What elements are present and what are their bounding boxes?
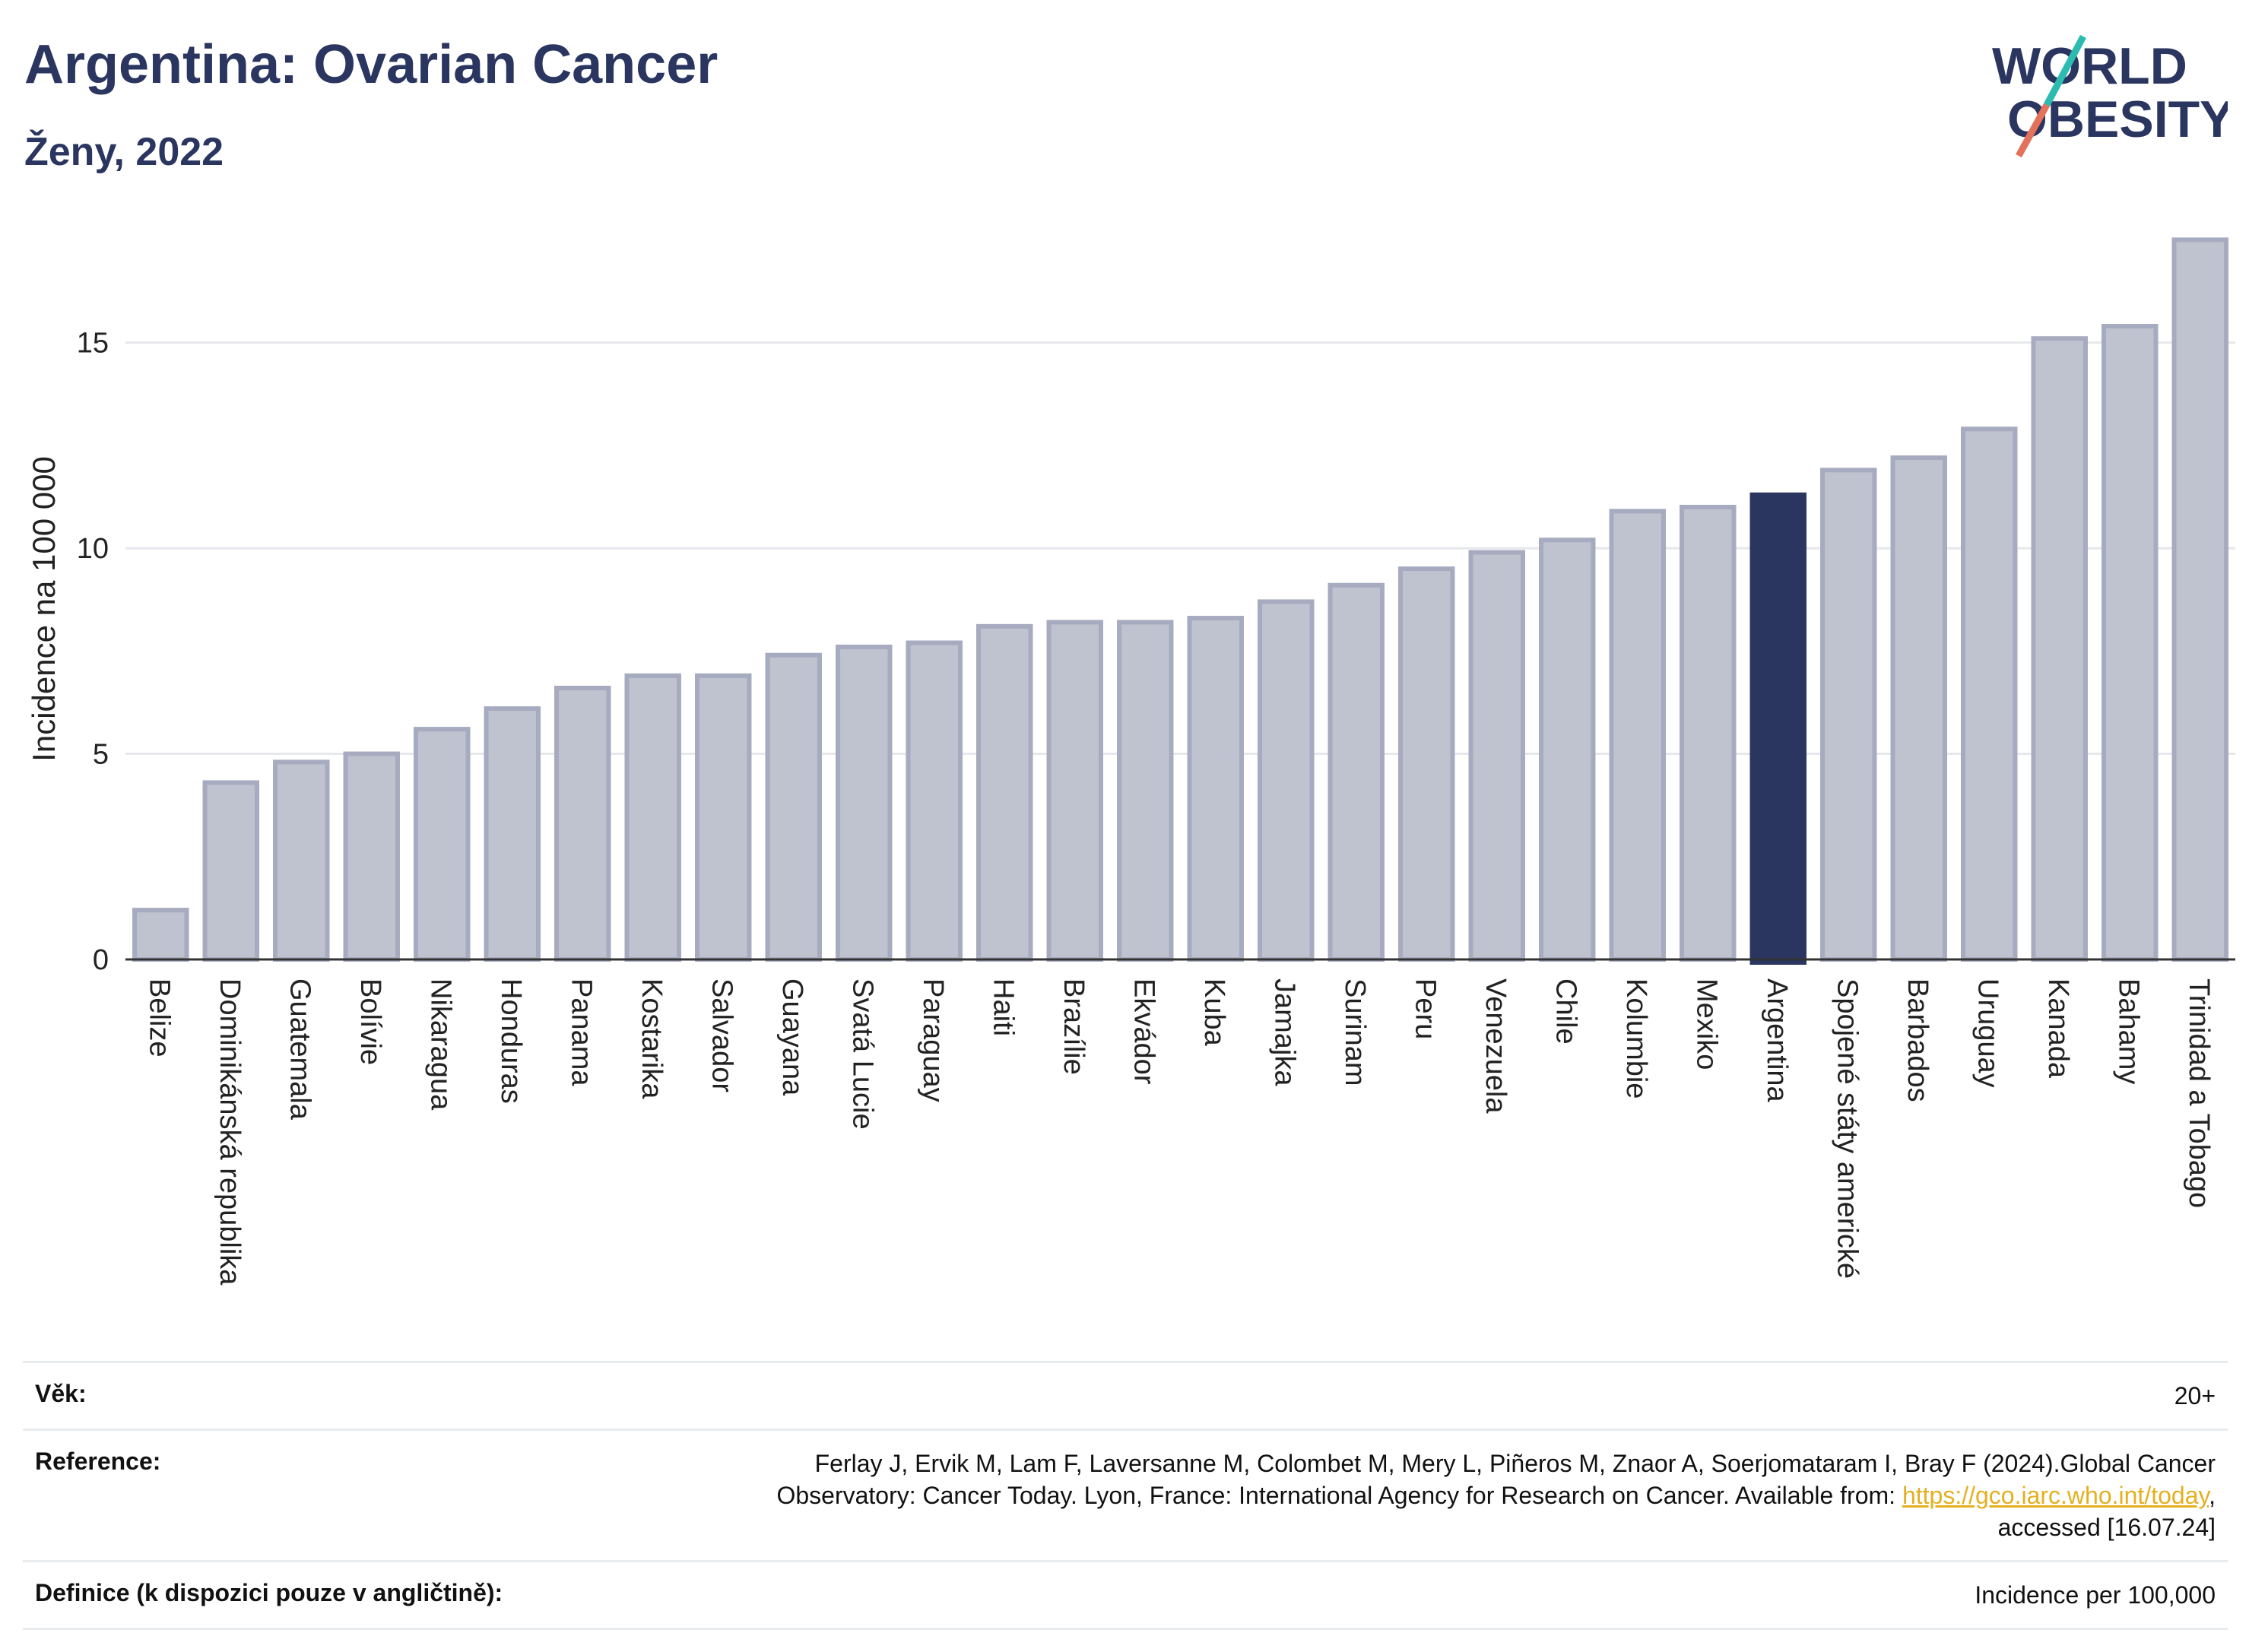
reference-label: Reference: (35, 1447, 161, 1475)
bar-haiti (976, 623, 1033, 962)
y-axis-label: Incidence na 100 000 (26, 456, 62, 762)
logo-line1: WORLD (1992, 37, 2187, 95)
y-tick-label: 10 (77, 533, 109, 565)
meta-row-definition: Definice (k dispozici pouze v angličtině… (23, 1560, 2228, 1630)
meta-row-age: Věk: 20+ (23, 1361, 2228, 1428)
bar-kuba (1187, 616, 1244, 962)
x-tick-label: Kanada (2042, 978, 2074, 1079)
page-title: Argentina: Ovarian Cancer (24, 34, 718, 95)
x-tick-label: Bahamy (2112, 978, 2144, 1084)
x-tick-label: Venezuela (1480, 978, 1511, 1114)
bar-surinam (1328, 582, 1385, 962)
x-tick-label: Peru (1409, 978, 1441, 1039)
reference-text-3: , (2209, 1482, 2216, 1509)
bar-brazílie (1046, 620, 1103, 962)
x-tick-label: Kostarika (636, 978, 668, 1099)
x-tick-label: Argentina (1761, 978, 1793, 1103)
logo-slash-red (2016, 103, 2050, 158)
x-tick-label: Kolumbie (1620, 978, 1652, 1099)
bar-argentina (1749, 492, 1806, 965)
x-tick-label: Nikaragua (424, 978, 456, 1111)
y-tick-label: 15 (77, 328, 109, 360)
x-tick-label: Ekvádor (1128, 978, 1159, 1085)
definition-label: Definice (k dispozici pouze v angličtině… (35, 1579, 503, 1606)
reference-value: Ferlay J, Ervik M, Lam F, Laversanne M, … (628, 1447, 2216, 1543)
bar-kolumbie (1609, 509, 1666, 962)
x-tick-label: Belize (143, 978, 175, 1057)
bar-panama (554, 686, 611, 962)
x-tick-label: Haiti (987, 978, 1019, 1036)
x-tick-label: Surinam (1339, 978, 1371, 1086)
bar-bahamy (2101, 324, 2159, 962)
x-tick-label: Jamajka (1268, 978, 1300, 1086)
y-tick-label: 0 (93, 944, 109, 976)
x-tick-label: Spojené státy americké (1831, 978, 1863, 1279)
bar-honduras (484, 706, 541, 962)
x-tick-label: Guatemala (284, 978, 316, 1121)
bar-dominikánská-republika (202, 780, 259, 962)
y-tick-labels: 0 5 10 15 (77, 328, 109, 976)
gridlines (125, 341, 2235, 756)
bar-mexiko (1680, 505, 1737, 962)
x-tick-label: Chile (1550, 978, 1581, 1045)
x-tick-label: Svatá Lucie (846, 978, 878, 1130)
x-tick-label: Dominikánská republika (214, 978, 246, 1286)
bars (132, 237, 2228, 965)
bar-nikaragua (414, 727, 471, 962)
x-tick-label: Panama (565, 978, 597, 1086)
logo-line2: OBESITY (2007, 90, 2228, 148)
x-tick-label: Guayana (776, 978, 808, 1096)
y-tick-label: 5 (93, 739, 109, 771)
reference-link[interactable]: https://gco.iarc.who.int/today (1902, 1482, 2209, 1509)
bar-chart: 0 5 10 15 Belize Dominikánská republika Guate… (26, 237, 2235, 1286)
reference-text-1: Ferlay J, Ervik M, Lam F, Laversanne M, … (814, 1450, 2216, 1477)
x-tick-label: Kuba (1198, 978, 1230, 1047)
x-tick-label: Trinidad a Tobago (2183, 978, 2215, 1208)
x-tick-label: Barbados (1902, 978, 1933, 1102)
age-value: 20+ (2174, 1382, 2216, 1409)
bar-guayana (765, 652, 822, 962)
bar-barbados (1890, 455, 1947, 962)
bar-svatá-lucie (836, 644, 893, 962)
bar-jamajka (1258, 599, 1315, 962)
world-obesity-logo: WORLD OBESITY (1992, 34, 2228, 158)
bar-belize (132, 908, 189, 962)
bar-bolívie (343, 751, 400, 962)
bar-trinidad-a-tobago (2171, 237, 2228, 962)
logo-slash-teal (2044, 34, 2086, 107)
bar-guatemala (273, 759, 330, 962)
bar-kanada (2031, 336, 2088, 962)
x-tick-label: Paraguay (917, 978, 949, 1102)
x-category-labels: Belize Dominikánská republika Guatemala Bol… (143, 978, 2215, 1286)
x-tick-label: Salvador (706, 978, 738, 1092)
bar-peru (1398, 566, 1455, 962)
bar-uruguay (1961, 426, 2018, 962)
reference-text-4: accessed [16.07.24] (1997, 1514, 2216, 1541)
bar-spojené-státy-americké (1820, 468, 1877, 962)
bar-chile (1539, 537, 1596, 962)
x-tick-label: Brazílie (1058, 978, 1090, 1075)
reference-text-2: Observatory: Cancer Today. Lyon, France:… (776, 1482, 1902, 1509)
bar-ekvádor (1117, 620, 1174, 962)
definition-value: Incidence per 100,000 (1975, 1581, 2216, 1609)
bar-kostarika (624, 673, 681, 962)
bar-paraguay (906, 640, 963, 962)
x-tick-label: Bolívie (354, 978, 386, 1065)
age-label: Věk: (35, 1380, 87, 1407)
bar-salvador (695, 673, 752, 962)
page-subtitle: Ženy, 2022 (24, 130, 224, 174)
metadata-table: Věk: 20+ Reference: Ferlay J, Ervik M, L… (23, 1361, 2228, 1630)
x-tick-label: Honduras (495, 978, 527, 1104)
meta-row-reference: Reference: Ferlay J, Ervik M, Lam F, Lav… (23, 1428, 2228, 1560)
bar-venezuela (1468, 550, 1525, 962)
x-tick-label: Mexiko (1690, 978, 1722, 1070)
x-tick-label: Uruguay (1971, 978, 2003, 1088)
